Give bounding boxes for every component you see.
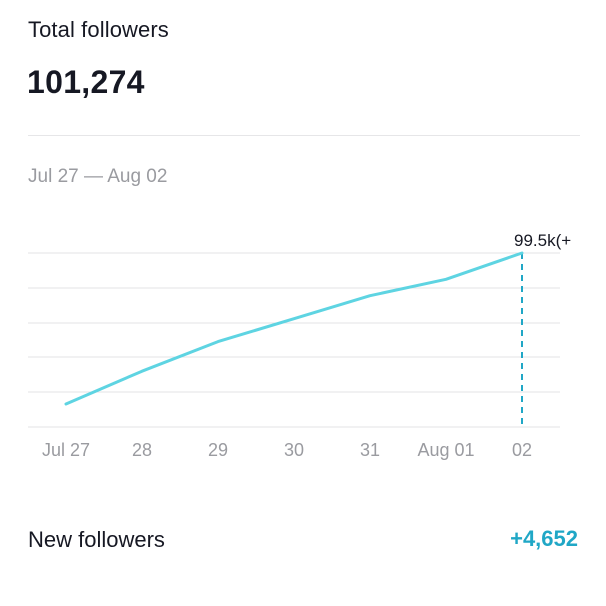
x-tick-2: 29 — [208, 440, 228, 460]
x-tick-6: 02 — [512, 440, 532, 460]
x-tick-4: 31 — [360, 440, 380, 460]
chart-marks: 99.5k(+ — [64, 231, 571, 429]
page-title: Total followers — [28, 17, 169, 42]
chart-grid — [28, 252, 560, 428]
section-divider — [28, 135, 580, 136]
x-tick-3: 30 — [284, 440, 304, 460]
x-axis-ticks: Jul 27 28 29 30 31 Aug 01 02 — [42, 440, 532, 460]
total-followers-count: 101,274 — [27, 64, 145, 100]
x-tick-0: Jul 27 — [42, 440, 90, 460]
new-followers-value: +4,652 — [510, 526, 578, 551]
x-tick-5: Aug 01 — [417, 440, 474, 460]
x-tick-1: 28 — [132, 440, 152, 460]
date-range[interactable]: Jul 27 — Aug 02 — [28, 166, 168, 187]
new-followers-label: New followers — [28, 527, 165, 552]
followers-series-line — [64, 251, 524, 406]
highlight-tooltip-label: 99.5k(+ — [514, 231, 571, 250]
followers-line-chart[interactable]: 99.5k(+ Jul 27 28 29 30 31 Aug 01 02 — [0, 225, 606, 475]
